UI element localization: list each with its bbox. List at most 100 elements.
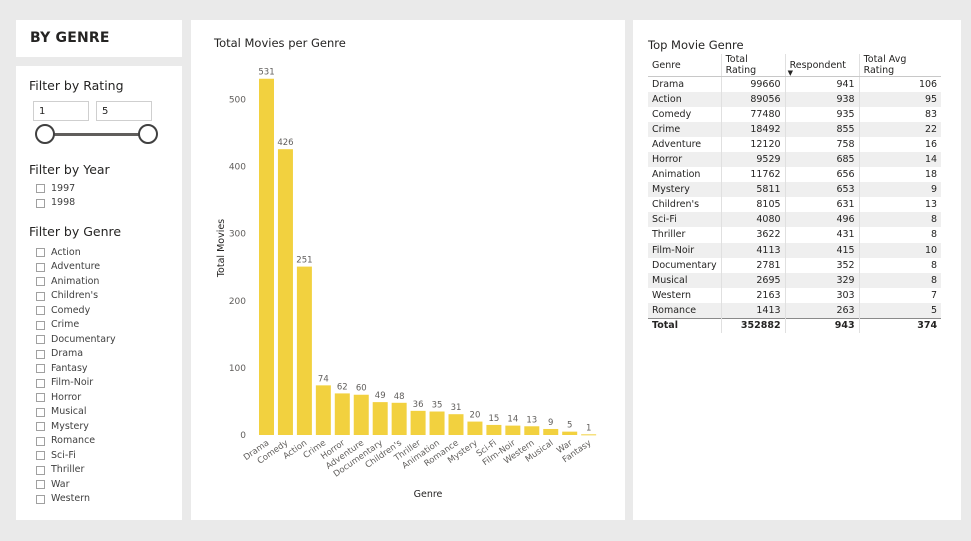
checkbox[interactable] [36,291,45,301]
column-header-total-avg-rating[interactable]: Total Avg Rating [858,54,942,77]
genre-filter-label: Filter by Genre [29,224,122,239]
checkbox[interactable] [36,248,45,257]
table-cell: 95 [858,91,942,107]
genre-option[interactable]: Drama [36,348,83,361]
table-cell: Drama [652,78,685,90]
checkbox[interactable] [36,422,45,431]
checkbox[interactable] [36,451,45,460]
data-label: 13 [526,415,537,425]
genre-option[interactable]: Fantasy [36,362,88,375]
y-tick-label: 100 [229,364,246,374]
table-cell: 303 [784,287,860,303]
checkbox[interactable] [36,349,45,359]
data-label: 9 [548,418,553,428]
genre-option[interactable]: Musical [36,406,87,419]
checkbox[interactable] [36,364,45,373]
table-cell: 4113 [720,242,786,258]
table-cell: Thriller [652,229,686,241]
genre-option[interactable]: Film-Noir [36,377,93,390]
rating-slider-max-handle[interactable] [138,124,158,144]
table-row: Thriller 3622 431 8 [648,227,942,243]
checkbox[interactable] [36,378,45,388]
genre-option-label: Comedy [51,304,91,316]
checkbox[interactable] [36,277,45,286]
table-cell: 656 [784,167,860,183]
genre-option[interactable]: Thriller [36,464,84,477]
checkbox[interactable] [36,306,45,315]
table-row: Documentary 2781 352 8 [648,257,942,273]
checkbox[interactable] [36,436,45,446]
genre-option[interactable]: Sci-Fi [36,449,76,462]
bar [543,428,559,435]
checkbox[interactable] [36,393,45,402]
rating-max-input[interactable] [96,101,152,121]
genre-option[interactable]: Horror [36,391,81,404]
data-label: 49 [375,391,386,401]
genre-option-label: Horror [51,391,82,403]
table-panel: Top Movie Genre Genre Total Rating Respo… [633,20,961,520]
table-cell: Romance [648,302,722,318]
bar [315,385,331,435]
data-label: 426 [277,138,293,148]
data-label: 48 [394,392,405,402]
data-label: 531 [258,68,274,78]
table-total-cell: 943 [784,317,860,334]
data-label: 251 [296,256,312,266]
table-cell: 329 [784,272,860,288]
table-cell: 18 [858,167,942,183]
column-header-genre[interactable]: Genre [648,54,722,77]
table-cell: 938 [784,91,860,107]
rating-slider-min-handle[interactable] [35,124,55,144]
checkbox[interactable] [36,262,45,272]
column-header-total-rating[interactable]: Total Rating [720,54,786,77]
table-cell: Action [648,91,722,107]
checkbox[interactable] [36,335,45,344]
table-cell: 5811 [720,182,786,198]
page-title: BY GENRE [30,30,110,46]
bar [448,414,464,435]
table-cell: 263 [784,302,860,318]
genre-option[interactable]: War [36,478,70,491]
checkbox[interactable] [36,480,45,489]
year-option[interactable]: 1997 [36,182,75,195]
table-cell: 8105 [720,197,786,213]
year-option[interactable]: 1998 [36,197,75,210]
checkbox[interactable] [36,494,45,504]
table-cell: 8 [858,227,942,243]
table-cell: 1413 [720,302,786,318]
data-label: 14 [507,415,518,425]
genre-option[interactable]: Western [36,493,90,506]
checkbox[interactable] [36,407,45,417]
genre-option[interactable]: Action [36,246,81,259]
rating-min-input[interactable] [33,101,89,121]
table-total-row: Total 352882 943 374 [648,317,942,334]
genre-option-label: Musical [51,406,87,417]
bar [581,434,597,436]
genre-option-label: Action [51,246,81,258]
bar [429,411,445,435]
genre-option[interactable]: Children's [36,290,98,303]
genre-option[interactable]: Mystery [36,420,89,433]
table-cell: 14 [858,151,942,168]
checkbox[interactable] [36,320,45,330]
genre-option[interactable]: Animation [36,275,99,288]
table-total-cell: 374 [858,317,942,334]
genre-option[interactable]: Romance [36,435,95,448]
table-cell: 2781 [720,257,786,273]
checkbox[interactable] [36,465,45,475]
table-cell: 653 [784,182,860,198]
table-row: Musical 2695 329 8 [648,272,942,288]
column-header-respondent[interactable]: Respondent ▼ [784,54,860,77]
table-cell: 83 [858,106,942,122]
genre-option[interactable]: Documentary [36,333,116,346]
table-cell: Western [652,289,691,301]
rating-slider-track[interactable] [45,133,148,136]
checkbox[interactable] [36,184,45,193]
genre-option[interactable]: Crime [36,319,79,332]
table-cell: Sci-Fi [648,212,722,228]
table-total-cell: 352882 [720,317,786,334]
table-cell: 685 [784,151,860,168]
checkbox[interactable] [36,198,45,208]
genre-option[interactable]: Comedy [36,304,90,317]
genre-option[interactable]: Adventure [36,261,100,274]
